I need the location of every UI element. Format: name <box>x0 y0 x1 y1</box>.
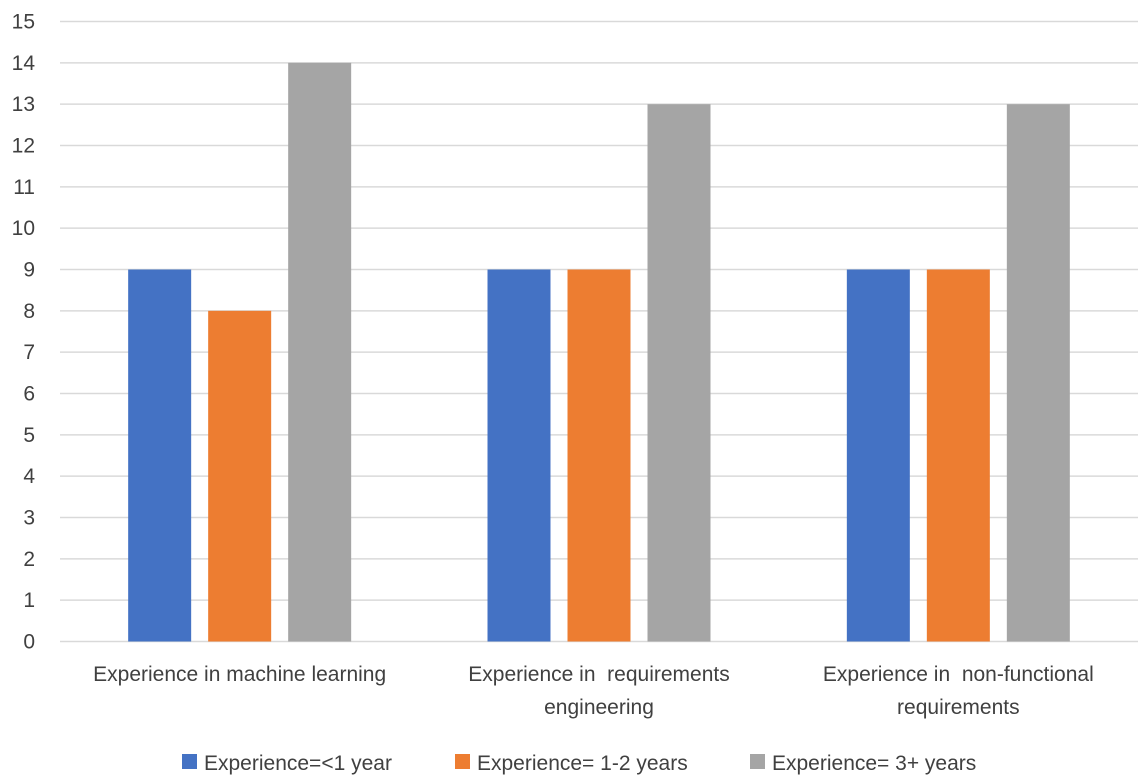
y-tick-label: 3 <box>23 507 35 530</box>
bar <box>846 269 910 642</box>
legend-swatch <box>182 754 197 769</box>
bars <box>128 62 1070 642</box>
legend-label: Experience= 3+ years <box>772 752 976 775</box>
y-tick-label: 0 <box>23 631 35 654</box>
legend-label: Experience=<1 year <box>204 752 392 775</box>
legend-label: Experience= 1-2 years <box>477 752 688 775</box>
x-category-label: Experience in non-functional <box>823 663 1094 686</box>
y-tick-label: 7 <box>23 341 35 364</box>
y-tick-label: 14 <box>12 52 36 75</box>
legend-swatch <box>455 754 470 769</box>
bar <box>567 269 631 642</box>
y-tick-label: 2 <box>23 548 35 571</box>
y-tick-label: 8 <box>23 300 35 323</box>
x-category-label: requirements <box>897 696 1020 719</box>
legend: Experience=<1 year Experience= 1-2 years E… <box>182 752 976 775</box>
x-axis-category-labels: Experience in machine learning Experience… <box>93 663 1094 719</box>
bar <box>208 310 272 642</box>
y-tick-label: 1 <box>23 589 35 612</box>
y-tick-label: 13 <box>12 93 35 116</box>
x-category-label: engineering <box>544 696 654 719</box>
bar <box>288 62 352 642</box>
bar <box>487 269 551 642</box>
legend-swatch <box>750 754 765 769</box>
bar <box>926 269 990 642</box>
bar <box>647 104 711 642</box>
x-category-label: Experience in requirements <box>468 663 729 686</box>
y-tick-label: 5 <box>23 424 35 447</box>
y-tick-label: 15 <box>12 11 35 34</box>
y-tick-label: 10 <box>12 217 35 240</box>
y-tick-label: 4 <box>23 465 35 488</box>
bar <box>1006 104 1070 642</box>
y-tick-label: 6 <box>23 383 35 406</box>
x-category-label: Experience in machine learning <box>93 663 386 686</box>
bar <box>128 269 192 642</box>
y-tick-label: 12 <box>12 135 35 158</box>
y-tick-label: 11 <box>13 176 35 199</box>
y-tick-label: 9 <box>23 259 35 282</box>
